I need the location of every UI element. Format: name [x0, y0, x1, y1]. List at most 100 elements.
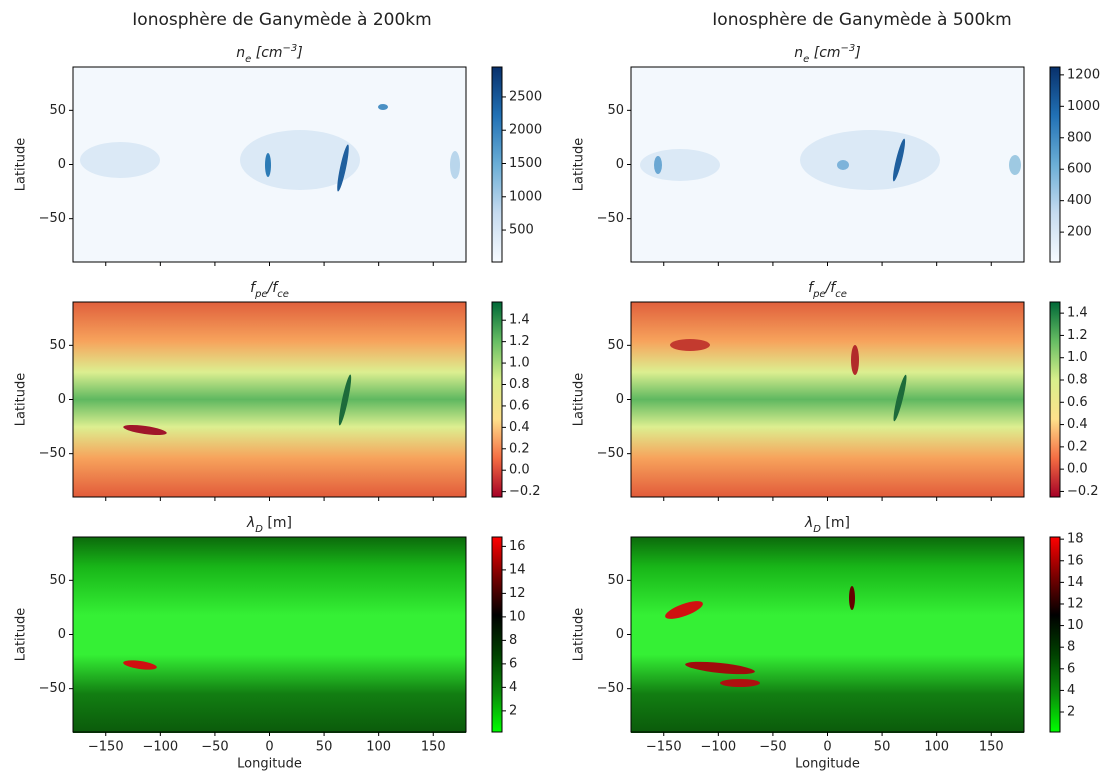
colorbar-tick-label: 0.0 — [509, 463, 530, 478]
y-tick-label: −50 — [597, 681, 624, 696]
colorbar-tick-label: 12 — [509, 586, 526, 601]
y-axis-label: Latitude — [14, 608, 29, 662]
colorbar-tick-label: 500 — [509, 223, 534, 238]
y-tick-label: 50 — [49, 338, 66, 353]
axes-title: fpe/fce — [250, 280, 289, 300]
y-tick-label: 50 — [49, 103, 66, 118]
axes-title: λD [m] — [804, 515, 850, 535]
x-tick-label: −100 — [700, 740, 736, 755]
y-tick-label: −50 — [39, 446, 66, 461]
title-part: /f — [824, 280, 838, 296]
axes-title: fpe/fce — [808, 280, 847, 300]
title-part: ce — [277, 289, 289, 300]
colorbar — [491, 536, 503, 733]
x-tick-label: 0 — [265, 740, 273, 755]
x-tick-label: 50 — [316, 740, 333, 755]
colorbar-tick-label: 8 — [509, 633, 517, 648]
title-part: D — [813, 524, 821, 535]
y-axis-label: Latitude — [572, 608, 587, 662]
colorbar-tick-label: 16 — [509, 539, 526, 554]
colorbar-tick-label: 2 — [1067, 705, 1075, 720]
colorbar-tick-label: 1500 — [509, 156, 542, 171]
colorbar-tick-label: 14 — [509, 562, 526, 577]
y-tick-label: 50 — [607, 573, 624, 588]
colorbar-tick-label: −0.2 — [509, 484, 541, 499]
axes-title: λD [m] — [246, 515, 292, 535]
colorbar-tick-label: 1.0 — [509, 356, 530, 371]
x-axis-label: Longitude — [237, 757, 302, 772]
title-part: e — [803, 54, 809, 65]
colorbar-tick-label: 0.6 — [509, 398, 530, 413]
colorbar-tick-label: 1.2 — [509, 334, 530, 349]
axes-title: ne [cm−3] — [794, 43, 861, 65]
x-tick-label: −150 — [88, 740, 124, 755]
title-part: [cm — [251, 45, 282, 61]
y-tick-label: 50 — [607, 103, 624, 118]
title-part: λ — [804, 515, 813, 531]
x-tick-label: −50 — [201, 740, 228, 755]
axes-title: ne [cm−3] — [236, 43, 303, 65]
y-axis-label: Latitude — [14, 138, 29, 192]
title-part: f — [808, 280, 815, 296]
colorbar-tick-label: 0.2 — [509, 441, 530, 456]
colorbar-tick-label: 6 — [509, 656, 517, 671]
heatmap-image — [73, 67, 1024, 733]
y-tick-label: −50 — [39, 681, 66, 696]
colorbar — [1049, 66, 1061, 263]
title-part: ] — [296, 45, 302, 61]
x-tick-label: 50 — [874, 740, 891, 755]
y-axis-label: Latitude — [572, 373, 587, 427]
title-part: λ — [246, 515, 255, 531]
figure-title: Ionosphère de Ganymède à 200km — [132, 10, 431, 30]
title-part: [m] — [821, 515, 850, 531]
x-tick-label: 150 — [421, 740, 446, 755]
y-tick-label: −50 — [39, 211, 66, 226]
x-axis-label: Longitude — [795, 757, 860, 772]
colorbar-tick-label: 10 — [1067, 618, 1084, 633]
colorbar-tick-label: 1.4 — [1067, 306, 1088, 321]
title-part: [cm — [809, 45, 840, 61]
colorbar-tick-label: 1000 — [1067, 99, 1100, 114]
y-axis-label: Latitude — [572, 138, 587, 192]
colorbar-tick-label: 8 — [1067, 640, 1075, 655]
colorbar-tick-label: 18 — [1067, 532, 1084, 547]
colorbar-tick-label: 400 — [1067, 193, 1092, 208]
colorbar-tick-label: 600 — [1067, 162, 1092, 177]
colorbar-tick-label: 1200 — [1067, 67, 1100, 82]
x-tick-label: 150 — [979, 740, 1004, 755]
colorbar-tick-label: 6 — [1067, 661, 1075, 676]
colorbar-tick-label: 0.4 — [509, 420, 530, 435]
colorbar-tick-label: 2 — [509, 703, 517, 718]
title-part: n — [236, 45, 245, 61]
y-tick-label: 0 — [616, 392, 624, 407]
colorbar-tick-label: 1.0 — [1067, 350, 1088, 365]
colorbar-tick-label: 1.4 — [509, 313, 530, 328]
x-tick-label: 100 — [924, 740, 949, 755]
title-part: e — [245, 54, 251, 65]
colorbar-tick-label: 10 — [509, 609, 526, 624]
y-tick-label: 0 — [58, 157, 66, 172]
x-tick-label: −50 — [759, 740, 786, 755]
colorbar-tick-label: 0.2 — [1067, 439, 1088, 454]
colorbar-tick-label: −0.2 — [1067, 484, 1099, 499]
x-tick-label: 100 — [366, 740, 391, 755]
y-tick-label: 0 — [616, 157, 624, 172]
y-tick-label: 0 — [58, 392, 66, 407]
title-part: −3 — [283, 43, 298, 54]
title-part: ] — [854, 45, 860, 61]
x-tick-label: −150 — [646, 740, 682, 755]
colorbar — [491, 301, 503, 498]
title-part: n — [794, 45, 803, 61]
colorbar-tick-label: 14 — [1067, 575, 1084, 590]
figure-title: Ionosphère de Ganymède à 500km — [712, 10, 1011, 30]
title-part: pe — [254, 289, 268, 300]
title-part: /f — [266, 280, 280, 296]
colorbar-tick-label: 0.4 — [1067, 417, 1088, 432]
colorbar-tick-label: 0.0 — [1067, 462, 1088, 477]
colorbar-tick-label: 4 — [1067, 683, 1075, 698]
colorbar-tick-label: 1000 — [509, 189, 542, 204]
title-part: [m] — [263, 515, 292, 531]
colorbar — [1049, 536, 1061, 733]
colorbar — [1049, 301, 1061, 498]
